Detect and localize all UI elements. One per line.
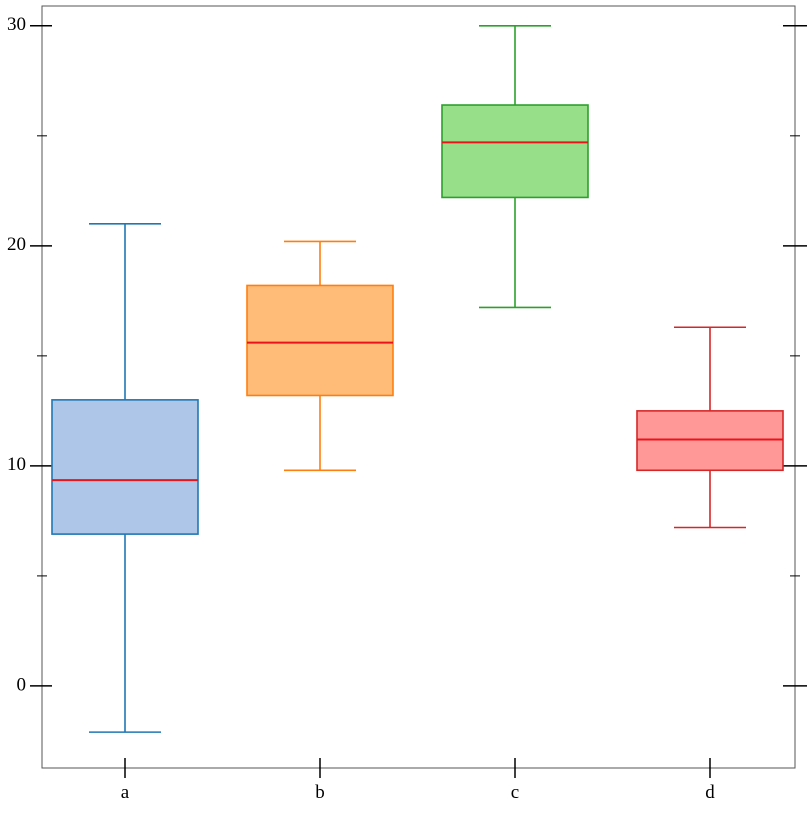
- y-tick-label: 20: [7, 234, 26, 255]
- box: [51, 399, 199, 535]
- y-tick-label: 10: [7, 454, 26, 475]
- x-tick-label: d: [705, 782, 715, 803]
- box: [441, 104, 589, 199]
- y-tick-label: 30: [7, 14, 26, 35]
- x-tick-label: a: [121, 782, 130, 803]
- y-tick-label: 0: [17, 674, 27, 695]
- plot-frame: [41, 5, 796, 769]
- box: [636, 410, 784, 472]
- box: [246, 284, 394, 397]
- x-tick-label: b: [315, 782, 325, 803]
- x-tick-label: c: [511, 782, 519, 803]
